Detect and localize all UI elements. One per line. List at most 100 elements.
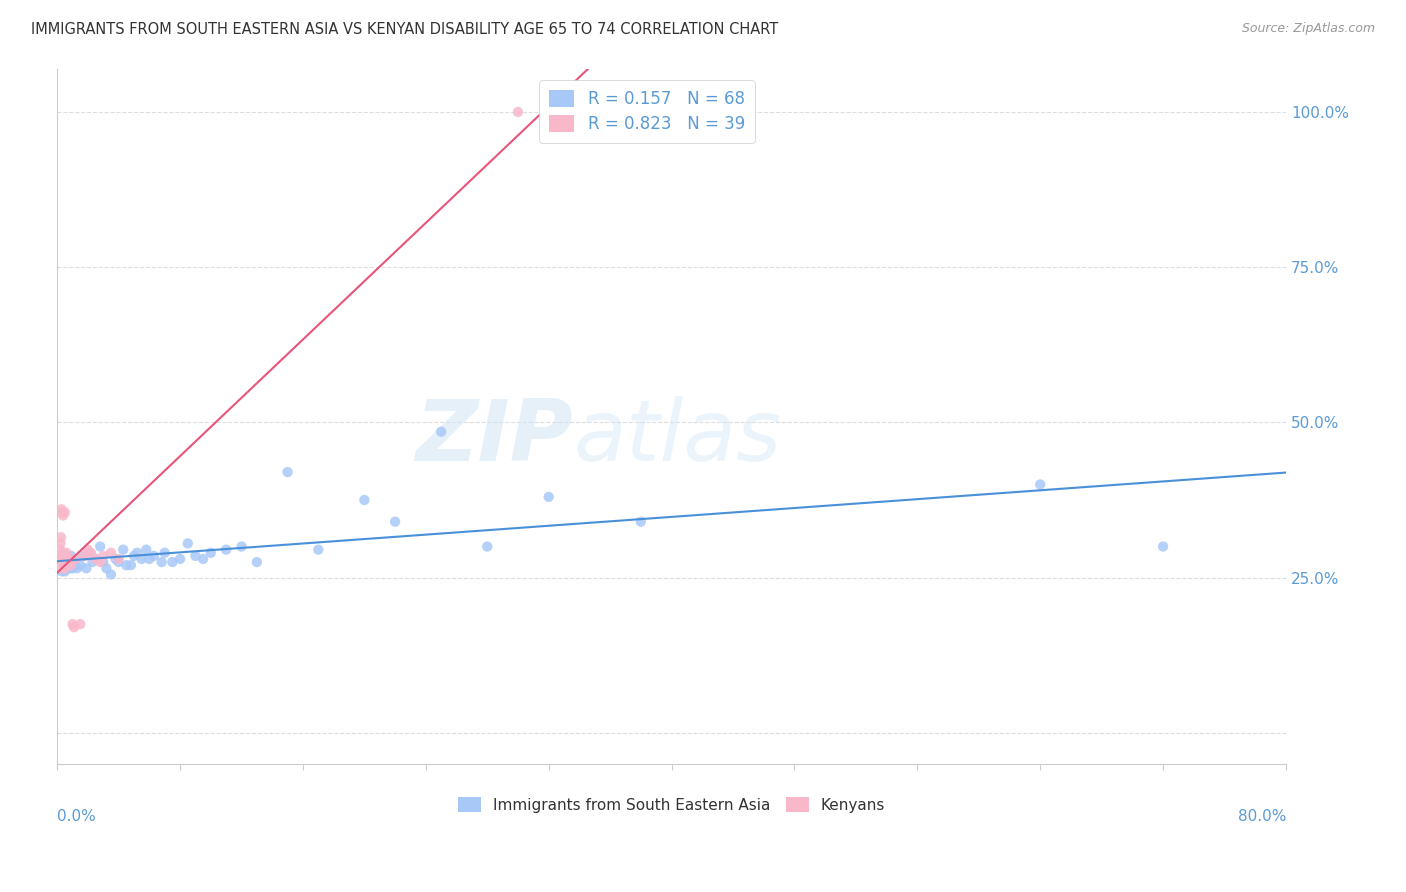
Text: ZIP: ZIP bbox=[416, 395, 574, 478]
Point bbox=[53, 565, 76, 579]
Point bbox=[51, 552, 73, 566]
Point bbox=[52, 546, 75, 560]
Point bbox=[1029, 477, 1052, 491]
Point bbox=[51, 565, 73, 579]
Point bbox=[55, 561, 77, 575]
Point bbox=[53, 561, 76, 575]
Point bbox=[52, 561, 75, 575]
Point bbox=[53, 549, 76, 563]
Point bbox=[107, 555, 129, 569]
Point bbox=[150, 555, 173, 569]
Point bbox=[75, 561, 97, 575]
Point bbox=[53, 555, 76, 569]
Point bbox=[89, 555, 111, 569]
Point bbox=[65, 552, 87, 566]
Point bbox=[77, 542, 100, 557]
Point bbox=[60, 558, 83, 573]
Point bbox=[55, 546, 77, 560]
Point bbox=[162, 555, 184, 569]
Point bbox=[69, 558, 91, 573]
Point bbox=[430, 425, 453, 439]
Point bbox=[56, 555, 79, 569]
Point bbox=[56, 552, 79, 566]
Point bbox=[55, 552, 77, 566]
Point bbox=[49, 542, 72, 557]
Point bbox=[59, 558, 82, 573]
Point bbox=[62, 617, 84, 632]
Point bbox=[66, 561, 89, 575]
Point bbox=[48, 555, 70, 569]
Point bbox=[142, 549, 165, 563]
Point bbox=[80, 546, 103, 560]
Point bbox=[60, 558, 83, 573]
Point bbox=[55, 558, 77, 573]
Point bbox=[60, 549, 83, 563]
Point bbox=[91, 549, 114, 563]
Point bbox=[58, 555, 80, 569]
Point bbox=[477, 540, 499, 554]
Point bbox=[122, 549, 145, 563]
Point bbox=[100, 546, 122, 560]
Text: 0.0%: 0.0% bbox=[58, 809, 96, 824]
Point bbox=[72, 549, 94, 563]
Point bbox=[353, 493, 375, 508]
Point bbox=[49, 530, 72, 544]
Point bbox=[215, 542, 238, 557]
Point bbox=[153, 546, 176, 560]
Legend: Immigrants from South Eastern Asia, Kenyans: Immigrants from South Eastern Asia, Keny… bbox=[451, 790, 891, 819]
Point bbox=[55, 552, 77, 566]
Text: IMMIGRANTS FROM SOUTH EASTERN ASIA VS KENYAN DISABILITY AGE 65 TO 74 CORRELATION: IMMIGRANTS FROM SOUTH EASTERN ASIA VS KE… bbox=[31, 22, 778, 37]
Point bbox=[307, 542, 329, 557]
Point bbox=[56, 552, 79, 566]
Point bbox=[58, 558, 80, 573]
Text: atlas: atlas bbox=[574, 395, 782, 478]
Point bbox=[79, 546, 101, 560]
Point bbox=[49, 555, 72, 569]
Point bbox=[48, 552, 70, 566]
Point bbox=[125, 546, 148, 560]
Point bbox=[184, 549, 207, 563]
Point bbox=[96, 561, 118, 575]
Point bbox=[169, 552, 191, 566]
Point bbox=[177, 536, 200, 550]
Point bbox=[51, 561, 73, 575]
Point bbox=[56, 558, 79, 573]
Point bbox=[52, 555, 75, 569]
Point bbox=[91, 555, 114, 569]
Point bbox=[53, 505, 76, 519]
Point bbox=[51, 505, 73, 519]
Point bbox=[131, 552, 153, 566]
Point bbox=[537, 490, 560, 504]
Point bbox=[73, 549, 96, 563]
Point bbox=[84, 552, 107, 566]
Point bbox=[58, 561, 80, 575]
Point bbox=[112, 542, 135, 557]
Point bbox=[120, 558, 142, 573]
Point bbox=[277, 465, 299, 479]
Point bbox=[48, 552, 70, 566]
Point bbox=[138, 552, 160, 566]
Point bbox=[506, 105, 529, 120]
Point bbox=[82, 555, 104, 569]
Point bbox=[100, 567, 122, 582]
Point bbox=[63, 555, 86, 569]
Point bbox=[53, 555, 76, 569]
Point bbox=[65, 552, 87, 566]
Point bbox=[200, 546, 222, 560]
Point bbox=[630, 515, 652, 529]
Point bbox=[51, 555, 73, 569]
Point bbox=[115, 558, 138, 573]
Point bbox=[58, 555, 80, 569]
Point bbox=[384, 515, 406, 529]
Point bbox=[51, 558, 73, 573]
Text: Source: ZipAtlas.com: Source: ZipAtlas.com bbox=[1241, 22, 1375, 36]
Point bbox=[246, 555, 269, 569]
Point bbox=[1152, 540, 1174, 554]
Point bbox=[191, 552, 214, 566]
Point bbox=[52, 561, 75, 575]
Point bbox=[107, 552, 129, 566]
Point bbox=[51, 502, 73, 516]
Point bbox=[49, 549, 72, 563]
Text: 80.0%: 80.0% bbox=[1237, 809, 1286, 824]
Point bbox=[89, 540, 111, 554]
